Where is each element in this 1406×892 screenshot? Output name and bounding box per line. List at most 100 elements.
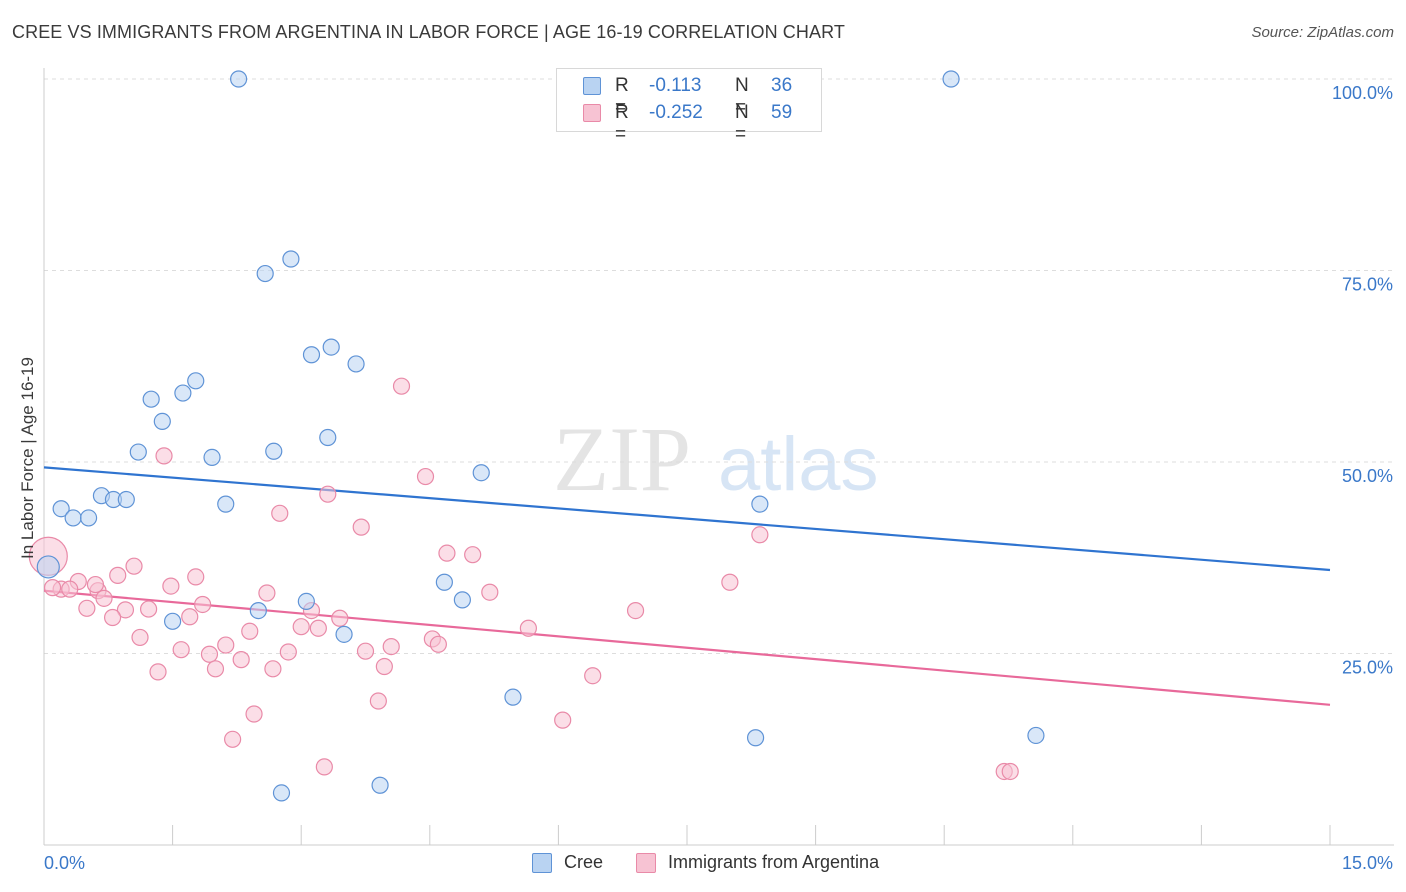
argentina-point [241,622,259,640]
cree-point [453,591,471,609]
argentina-point [131,628,149,647]
grid [44,78,1394,654]
argentina-point [1001,762,1019,781]
argentina-point [416,467,435,486]
cree-point [36,555,60,579]
cree-trend-line [43,466,1331,572]
data-points [28,70,1045,802]
r-label: R = [615,102,629,145]
cree-point [347,355,365,373]
x-tick-label: 0.0% [44,853,85,873]
argentina-point [116,601,135,619]
argentina-point [751,526,769,544]
argentina-point [279,643,297,661]
cree-point [297,592,315,611]
argentina-point [292,618,310,636]
argentina-point [86,575,105,594]
cree-point [272,784,291,802]
cree-point [282,250,300,268]
argentina-point [319,485,337,503]
argentina-point [78,599,96,617]
argentina-point [309,619,327,637]
cree-point [129,443,147,461]
argentina-point [187,568,205,586]
tick-labels: 25.0% 50.0% 75.0% 100.0% 0.0% 15.0% [44,83,1393,873]
argentina-point [200,645,219,663]
cree-point [203,448,221,467]
n-value: 36 [771,75,793,96]
argentina-point [95,589,113,607]
argentina-point [392,377,411,395]
argentina-legend-label: Immigrants from Argentina [668,852,880,872]
argentina-point [217,636,235,654]
cree-point [335,625,353,643]
cree-point [322,338,340,356]
r-value: -0.113 [649,75,702,96]
x-tick-label: 15.0% [1342,853,1393,873]
argentina-point [162,577,180,595]
watermark: ZIP atlas [553,408,879,510]
argentina-point [155,447,173,465]
cree-point [942,70,960,88]
n-label: N = [735,75,749,118]
cree-point [153,412,171,431]
argentina-point [626,602,645,620]
cree-point [249,602,267,620]
cree-point [746,729,765,747]
argentina-point [382,638,400,656]
cree-point [751,495,769,513]
argentina-swatch [583,104,601,122]
cree-point [142,390,160,408]
y-axis-label: In Labor Force | Age 16-19 [18,357,37,559]
argentina-point [584,667,602,685]
cree-point [52,500,70,518]
argentina-point [429,635,447,653]
watermark-zip: ZIP [553,408,691,510]
argentina-point [352,518,370,536]
cree-point [472,464,490,482]
argentina-point [331,609,349,627]
argentina-point [264,660,282,678]
argentina-point [194,595,212,614]
cree-point [64,509,82,527]
watermark-atlas: atlas [718,422,879,507]
y-tick-label: 100.0% [1332,83,1393,103]
cree-point [504,688,522,706]
cree-point [187,372,205,390]
argentina-point [149,663,167,681]
cree-point [79,509,98,527]
cree-point [302,346,321,364]
y-tick-label: 75.0% [1342,275,1393,295]
argentina-point [554,711,572,729]
argentina-point [139,600,158,618]
argentina-point [375,657,393,676]
argentina-point [245,705,263,723]
cree-legend-swatch [532,853,552,873]
cree-point [230,70,248,88]
n-value: 59 [771,102,793,123]
r-label: R = [615,75,629,118]
argentina-point [315,758,333,776]
chart-title: CREE VS IMMIGRANTS FROM ARGENTINA IN LAB… [12,22,845,42]
argentina-point [61,580,79,598]
argentina-point [181,608,199,626]
argentina-point [271,504,289,522]
argentina-point [481,583,499,601]
argentina-point [438,544,456,562]
argentina-point [206,660,225,678]
argentina-point [519,619,537,637]
n-label: N = [735,102,749,145]
argentina-point [721,573,739,591]
correlation-legend: R = -0.113 N = 36 R = -0.252 N = 59 [556,68,822,145]
cree-legend-label: Cree [564,852,604,872]
argentina-point [109,566,127,584]
cree-point [256,264,274,283]
cree-point [265,442,283,460]
argentina-point [125,557,143,575]
y-tick-label: 50.0% [1342,466,1393,486]
cree-point [319,428,337,447]
argentina-point [356,642,375,660]
argentina-point [258,584,276,602]
cree-point [435,573,453,591]
